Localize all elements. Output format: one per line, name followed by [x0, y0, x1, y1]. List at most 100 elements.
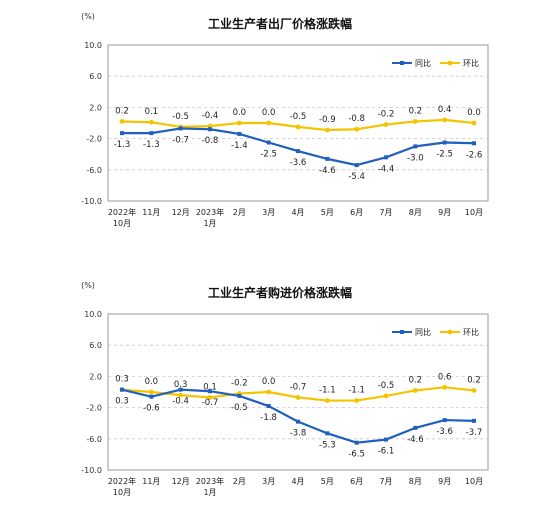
data-point: [178, 126, 183, 131]
x-tick-label: 2月: [233, 477, 246, 486]
data-label: -0.5: [231, 403, 248, 413]
data-label: 0.6: [438, 372, 452, 382]
data-label: -5.3: [319, 440, 336, 450]
x-tick-label: 2022年: [108, 476, 136, 486]
legend-marker: [400, 330, 404, 334]
y-tick-label: -10.0: [81, 466, 102, 475]
data-point: [354, 163, 359, 168]
x-tick-label: 9月: [438, 477, 451, 486]
data-point: [207, 395, 213, 400]
x-tick-label: 4月: [291, 208, 304, 217]
x-tick-label: 7月: [379, 208, 392, 217]
x-tick-label: 12月: [172, 208, 190, 217]
legend-marker: [400, 61, 404, 65]
plot-frame: [107, 44, 489, 202]
data-label: -4.6: [319, 166, 336, 176]
data-point: [383, 393, 389, 399]
data-label: -0.9: [319, 115, 336, 125]
data-label: -0.8: [202, 136, 219, 146]
data-point: [384, 155, 388, 160]
y-tick-label: 10.0: [84, 41, 102, 50]
x-tick-label: 6月: [350, 208, 363, 217]
x-tick-label: 10月: [465, 208, 483, 217]
data-label: -0.4: [202, 111, 219, 121]
data-point: [412, 388, 418, 393]
data-point: [149, 131, 154, 136]
data-point: [324, 398, 330, 403]
data-point: [442, 384, 448, 390]
x-tick-label: 10月: [113, 488, 131, 497]
data-label: -5.4: [348, 172, 365, 182]
data-point: [266, 120, 272, 126]
data-label: 0.1: [145, 107, 159, 117]
data-label: 0.3: [115, 397, 129, 407]
x-tick-label: 3月: [262, 477, 275, 486]
data-label: -0.8: [348, 114, 365, 124]
data-label: -0.7: [172, 135, 189, 145]
data-point: [354, 126, 360, 132]
x-tick-label: 2023年: [196, 476, 224, 486]
data-label: 0.2: [467, 375, 481, 385]
data-point: [442, 418, 447, 423]
data-label: -4.6: [407, 435, 424, 445]
data-point: [119, 119, 125, 124]
data-label: -0.2: [231, 379, 248, 389]
x-tick-label: 2月: [233, 208, 246, 217]
x-tick-label: 5月: [321, 477, 334, 486]
data-point: [384, 437, 388, 442]
data-label: -1.8: [260, 413, 277, 423]
data-point: [472, 141, 476, 146]
data-point: [148, 389, 154, 395]
data-label: -3.8: [290, 429, 307, 439]
data-point: [149, 394, 154, 399]
chart-title: 工业生产者出厂价格涨跌幅: [208, 16, 352, 31]
x-tick-label: 8月: [409, 477, 422, 486]
data-label: -6.5: [348, 450, 365, 460]
data-point: [442, 140, 447, 145]
x-tick-label: 6月: [350, 477, 363, 486]
data-label: -0.2: [378, 110, 395, 120]
legend-label-mom: 环比: [463, 327, 479, 337]
data-point: [178, 392, 184, 398]
y-tick-label: -2.0: [86, 135, 102, 144]
data-label: -0.5: [378, 381, 395, 391]
data-point: [208, 389, 212, 394]
data-label: 0.1: [203, 382, 217, 392]
data-label: -0.5: [172, 112, 189, 122]
data-point: [237, 131, 242, 136]
data-label: -1.1: [319, 386, 336, 396]
data-point: [266, 404, 271, 409]
data-point: [412, 119, 418, 124]
legend-label-yoy: 同比: [415, 58, 431, 68]
data-label: 0.2: [115, 106, 129, 116]
x-tick-label: 11月: [142, 208, 160, 217]
x-tick-label: 4月: [291, 477, 304, 486]
x-tick-label: 2022年: [108, 207, 136, 217]
data-label: -2.5: [436, 150, 453, 160]
ppi-purchase-chart: 工业生产者购进价格涨跌幅 (%) 10.0 6.0 2.0 -2.0 -6.0 -10.0 20…: [0, 251, 550, 502]
data-point: [266, 140, 271, 145]
data-point: [236, 120, 242, 126]
x-tick-label: 2023年: [196, 207, 224, 217]
data-label: -0.6: [143, 404, 160, 414]
data-label: -0.7: [202, 398, 219, 408]
data-point: [472, 418, 476, 423]
data-point: [266, 389, 272, 395]
y-tick-label: 2.0: [89, 372, 102, 381]
data-label: 0.0: [145, 377, 159, 387]
x-tick-label: 10月: [113, 219, 131, 228]
data-label: -1.1: [348, 386, 365, 396]
legend-label-yoy: 同比: [415, 327, 431, 337]
y-tick-label: 6.0: [89, 341, 102, 350]
data-label: -1.4: [231, 141, 248, 151]
data-label: -3.0: [407, 153, 424, 163]
data-label: -2.5: [260, 150, 277, 160]
x-tick-label: 9月: [438, 208, 451, 217]
x-tick-label: 5月: [321, 208, 334, 217]
y-tick-label: -6.0: [86, 435, 102, 444]
x-tick-label: 12月: [172, 477, 190, 486]
data-point: [471, 388, 477, 393]
y-tick-label: 6.0: [89, 72, 102, 81]
x-tick-label: 1月: [203, 488, 216, 497]
data-point: [208, 127, 212, 132]
